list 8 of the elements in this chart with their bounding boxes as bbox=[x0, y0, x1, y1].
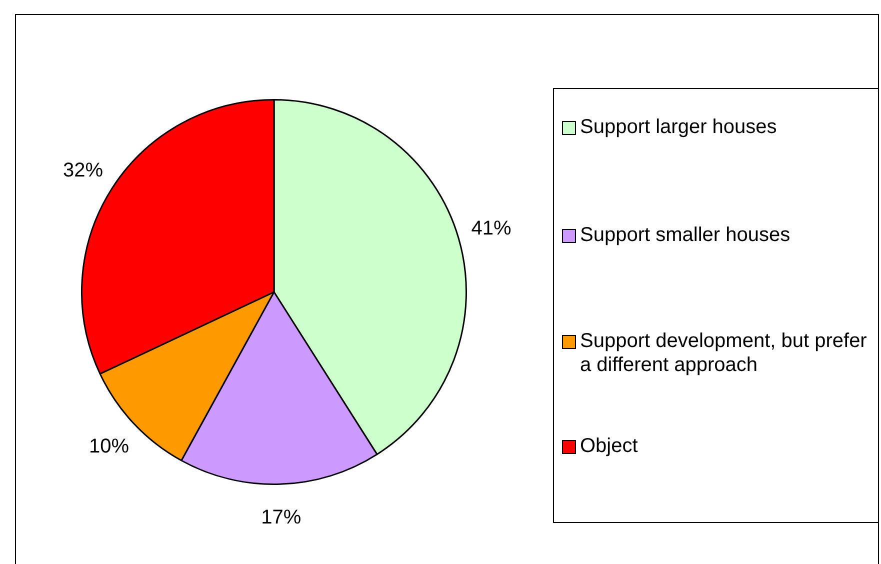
legend-label: Support larger houses bbox=[580, 115, 777, 139]
data-label: 10% bbox=[89, 435, 130, 458]
data-label: 32% bbox=[62, 159, 104, 182]
legend-label: Support development, but prefer a different approach bbox=[580, 329, 868, 377]
legend-label: Object bbox=[580, 434, 638, 458]
data-label: 41% bbox=[471, 217, 512, 240]
data-label: 17% bbox=[261, 506, 302, 529]
legend-label: Support smaller houses bbox=[580, 223, 790, 247]
